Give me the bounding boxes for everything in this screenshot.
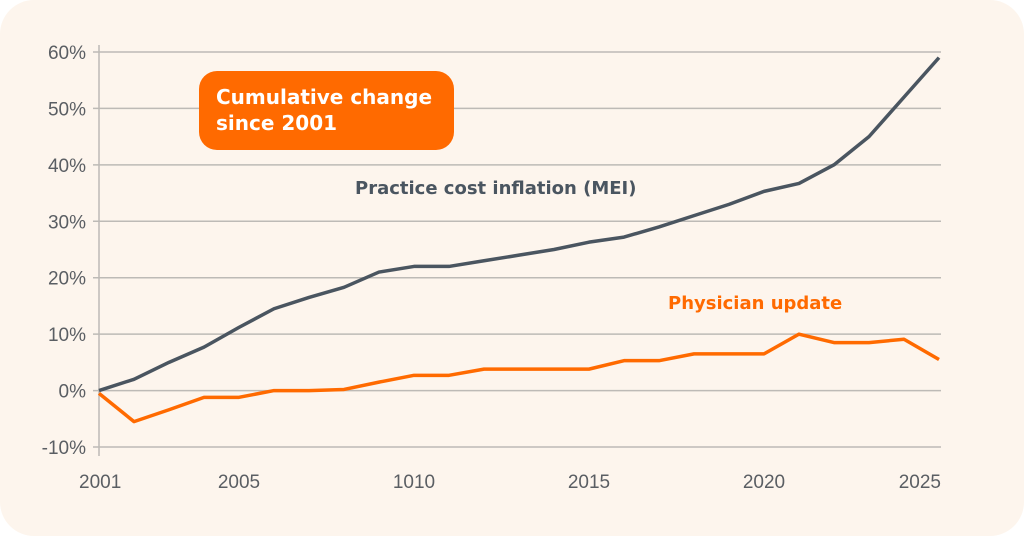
y-tick-label: 10% [48,325,86,346]
y-tick-label: 60% [48,43,86,64]
y-tick-label: 50% [48,99,86,120]
y-tick-label: 20% [48,269,86,290]
x-tick-label: 2025 [899,472,941,493]
y-tick-label: 0% [59,382,87,403]
x-tick-label: 2015 [568,472,610,493]
series-label-physician-update: Physician update [668,293,843,314]
series-line-1 [97,332,940,424]
x-tick-label: 1010 [393,472,435,493]
y-tick-label: -10% [42,438,86,459]
x-tick-label: 2005 [218,472,260,493]
series-label-mei: Practice cost inflation (MEI) [355,178,637,199]
y-tick-label: 40% [48,156,86,177]
y-tick-label: 30% [48,212,86,233]
chart-title: Cumulative change since 2001 [199,71,454,150]
x-tick-label: 2020 [743,472,785,493]
x-tick-label: 2001 [79,472,121,493]
